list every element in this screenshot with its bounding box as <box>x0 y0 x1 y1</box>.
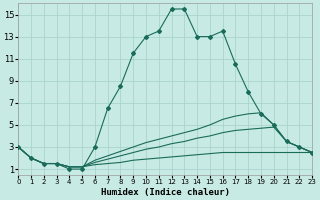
X-axis label: Humidex (Indice chaleur): Humidex (Indice chaleur) <box>101 188 230 197</box>
